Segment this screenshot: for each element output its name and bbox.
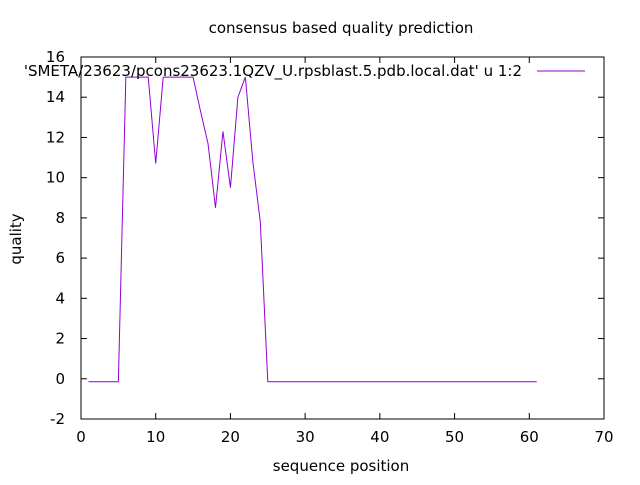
x-tick-label: 30: [296, 428, 315, 446]
y-axis-label: quality: [7, 213, 25, 264]
y-tick-label: -2: [50, 410, 65, 428]
y-tick-label: 14: [46, 88, 65, 106]
y-tick-label: 4: [55, 289, 65, 307]
x-tick-label: 40: [370, 428, 389, 446]
y-tick-label: 8: [55, 209, 65, 227]
y-tick-label: 0: [55, 370, 65, 388]
x-tick-label: 70: [594, 428, 613, 446]
x-tick-label: 0: [76, 428, 86, 446]
x-tick-label: 60: [520, 428, 539, 446]
y-tick-label: 16: [46, 48, 65, 66]
series-group: [88, 76, 537, 383]
x-axis-label: sequence position: [273, 457, 409, 475]
x-tick-label: 10: [146, 428, 165, 446]
plot-frame: [80, 56, 605, 420]
y-tick-label: 2: [55, 330, 65, 348]
x-tick-label: 50: [445, 428, 464, 446]
x-tick-label: 20: [221, 428, 240, 446]
chart-title: consensus based quality prediction: [209, 19, 474, 37]
axis-ticks: 0 10 20 30 40 50 60 70 -2 0 2 4 6 8 10 12 14 16: [46, 48, 614, 446]
legend: 'SMETA/23623/pcons23623.1QZV_U.rpsblast.…: [24, 62, 585, 81]
y-tick-label: 12: [46, 128, 65, 146]
series-line: [88, 76, 537, 383]
y-tick-label: 6: [55, 249, 65, 267]
y-tick-label: 10: [46, 169, 65, 187]
legend-label: 'SMETA/23623/pcons23623.1QZV_U.rpsblast.…: [24, 62, 522, 81]
